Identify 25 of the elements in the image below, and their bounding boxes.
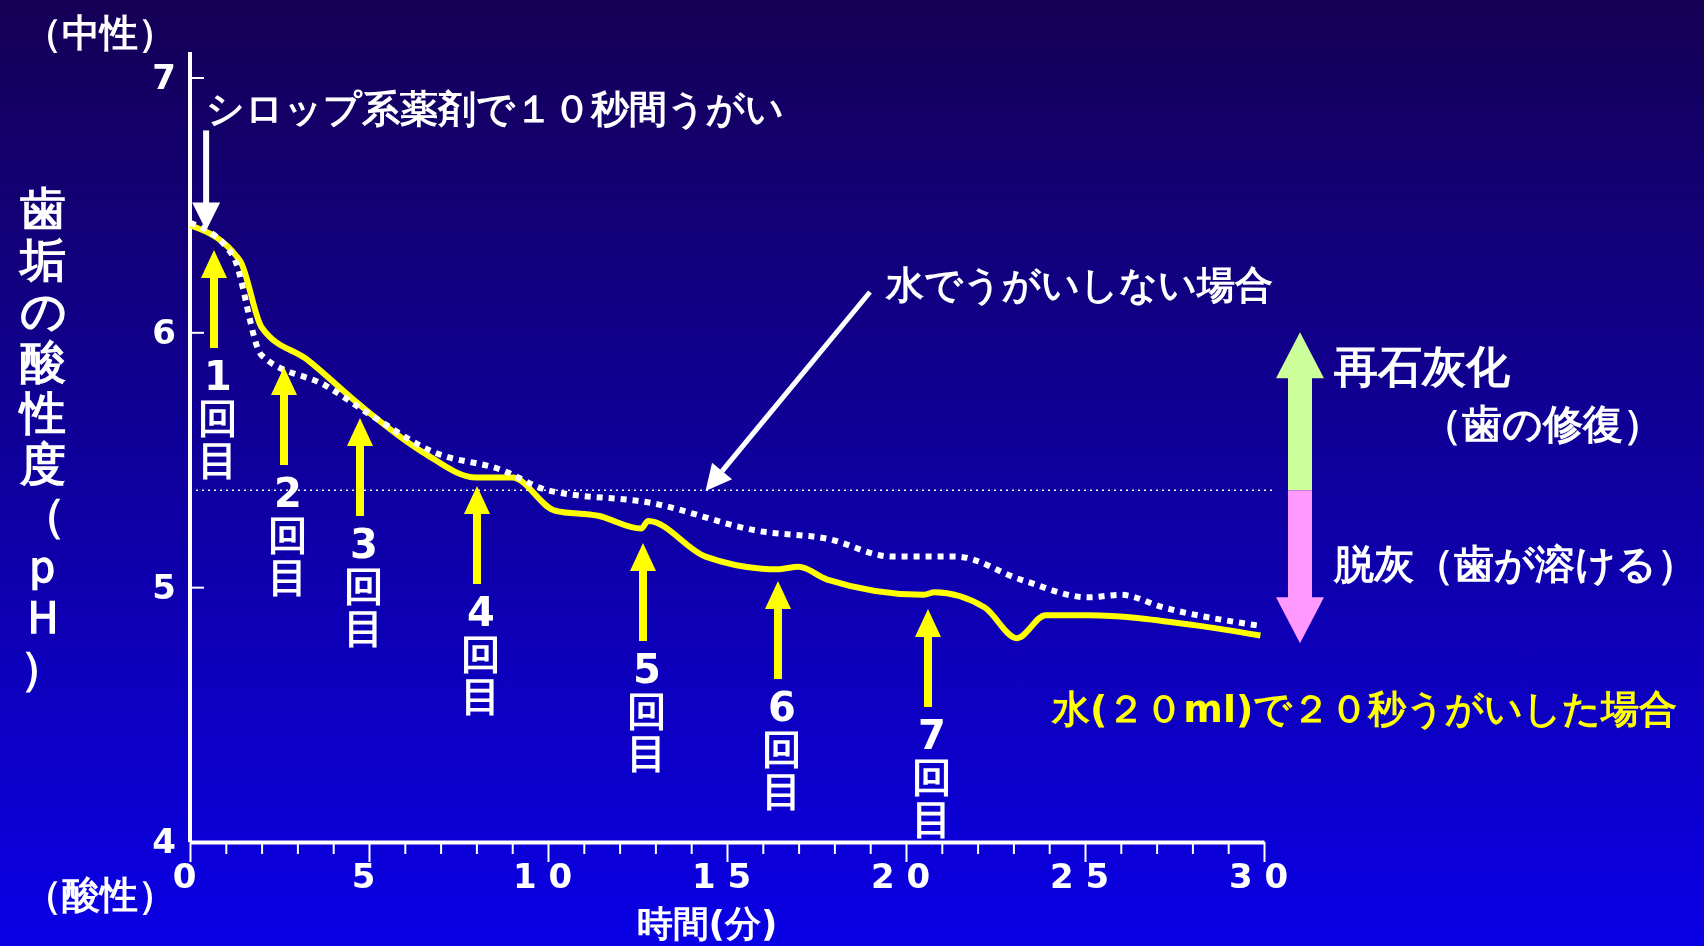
x-tick-label: 25 bbox=[1049, 856, 1122, 897]
text: 歯垢の酸性度（ｐＨ） bbox=[19, 182, 67, 695]
annotation: 5回目 bbox=[627, 646, 667, 776]
annotation: 6回目 bbox=[762, 684, 802, 814]
x-axis-title: 時間(分) bbox=[636, 903, 778, 944]
y-tick-label: 6 bbox=[152, 311, 176, 352]
y-tick-label: 7 bbox=[152, 56, 176, 97]
annotation: 3回目 bbox=[344, 521, 384, 651]
annotation: 7回目 bbox=[912, 712, 952, 842]
x-tick-label: 5 bbox=[351, 856, 388, 897]
annotation: シロップ系薬剤で１０秒間うがい bbox=[206, 87, 785, 132]
x-tick-label: 30 bbox=[1228, 856, 1301, 897]
y-tick-label: 5 bbox=[152, 566, 176, 607]
series-label: 水(２０ml)で２０秒うがいした場合 bbox=[1051, 687, 1678, 731]
x-tick-label: 20 bbox=[870, 856, 943, 897]
annotation: 1回目 bbox=[198, 353, 238, 483]
text: 脱灰（歯が溶ける） bbox=[1333, 541, 1697, 587]
text: （中性） bbox=[24, 11, 176, 55]
x-tick-label: 10 bbox=[512, 856, 585, 897]
annotation: 4回目 bbox=[461, 589, 501, 719]
text: （歯の修復） bbox=[1422, 401, 1663, 447]
x-tick-label: 15 bbox=[691, 856, 764, 897]
annotation: 2回目 bbox=[268, 470, 308, 600]
text: 水でうがいしない場合 bbox=[885, 263, 1273, 307]
text: 再石灰化 bbox=[1333, 341, 1511, 392]
